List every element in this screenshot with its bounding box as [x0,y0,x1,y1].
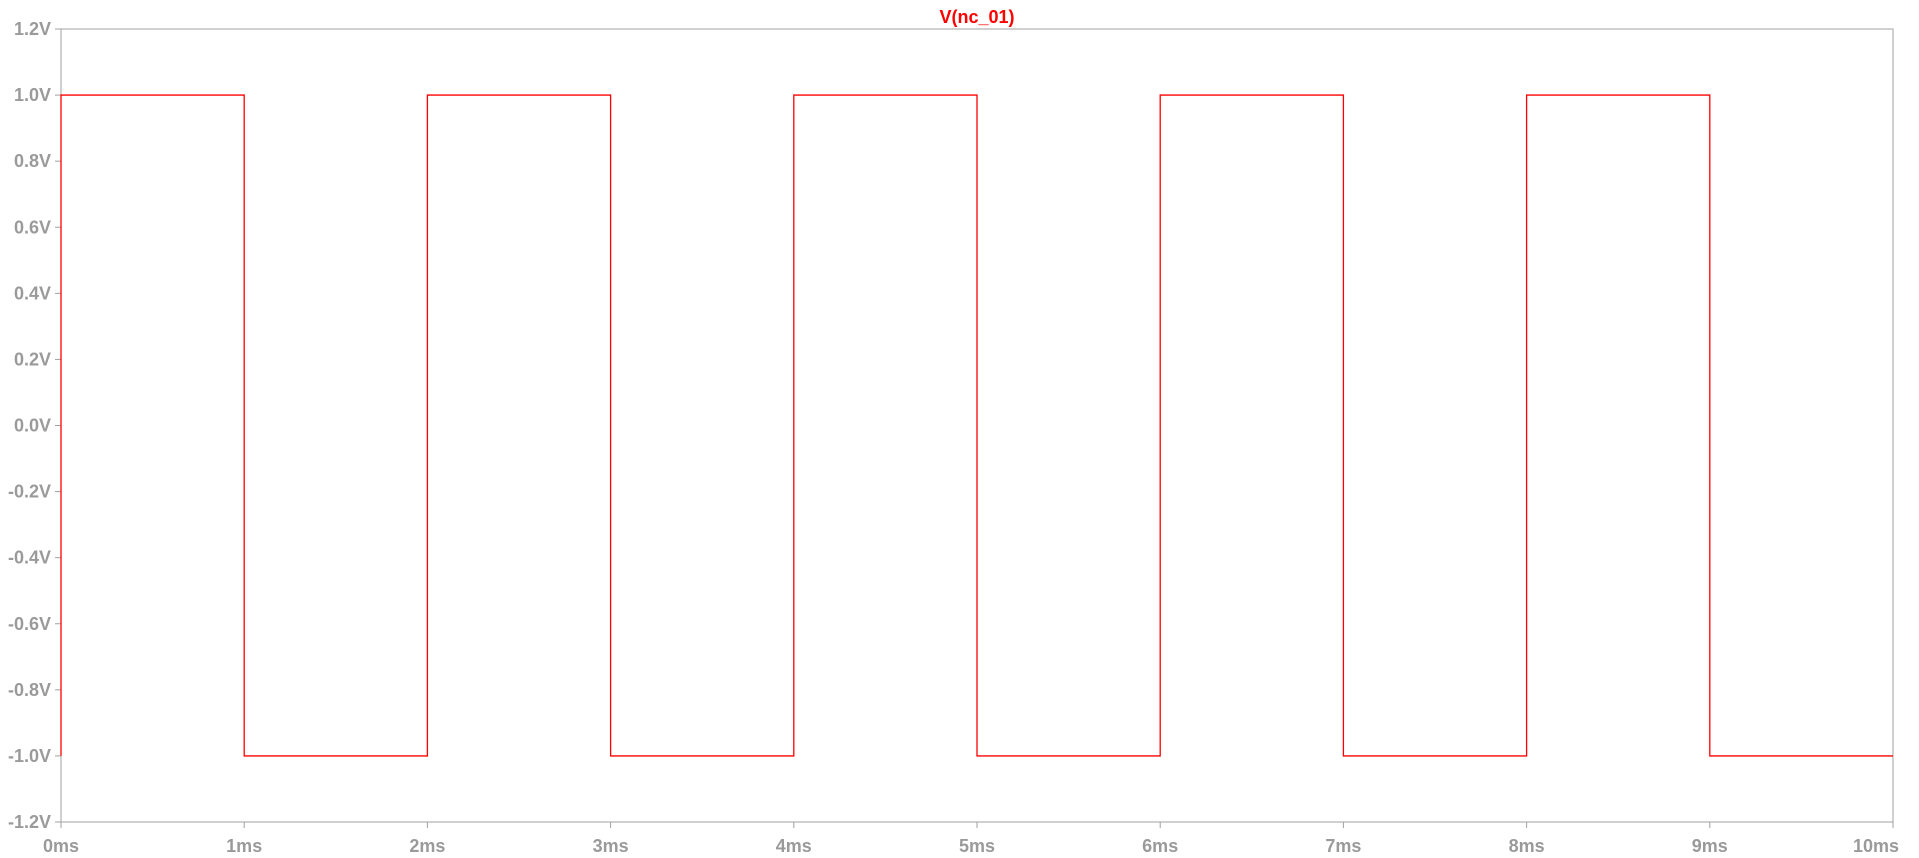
y-tick-label: -1.0V [8,746,51,766]
x-tick-label: 3ms [593,836,629,856]
x-tick-label: 8ms [1509,836,1545,856]
axes-layer [55,28,1894,828]
y-tick-label: 0.6V [14,217,51,237]
label-layer: 1.2V 1.0V 0.8V 0.6V 0.4V 0.2V 0.0V -0.2V -0.4V -0… [8,19,1899,856]
x-tick-label: 2ms [409,836,445,856]
x-tick-label: 6ms [1142,836,1178,856]
y-tick-label: -0.2V [8,482,51,502]
trace-layer [60,94,1893,757]
x-tick-label: 10ms [1853,836,1899,856]
x-tick-label: 1ms [226,836,262,856]
y-tick-label: -1.2V [8,812,51,832]
x-tick-label: 5ms [959,836,995,856]
x-tick-label: 7ms [1325,836,1361,856]
y-tick-label: 0.0V [14,416,51,436]
y-tick-label: 1.0V [14,85,51,105]
series-line [60,94,1893,757]
y-tick-label: 1.2V [14,19,51,39]
y-tick-label: 0.4V [14,283,51,303]
y-tick-label: -0.4V [8,548,51,568]
x-tick-label: 9ms [1692,836,1728,856]
y-tick-label: 0.8V [14,151,51,171]
y-tick-label: 0.2V [14,349,51,369]
y-tick-label: -0.8V [8,680,51,700]
y-tick-label: -0.6V [8,614,51,634]
x-tick-label: 4ms [776,836,812,856]
trace-title[interactable]: V(nc_01) [939,7,1014,27]
x-tick-label: 0ms [43,836,79,856]
